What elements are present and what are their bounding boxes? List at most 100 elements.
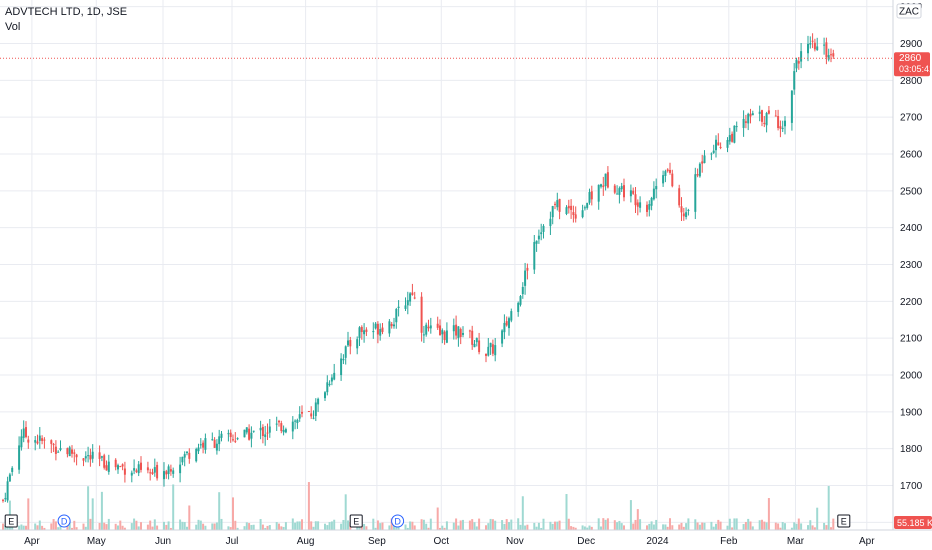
candle-body xyxy=(554,203,556,205)
volume-bar xyxy=(586,527,589,530)
volume-bar xyxy=(376,520,379,530)
volume-bar xyxy=(379,523,382,530)
candle-body xyxy=(827,55,830,60)
candle-body xyxy=(36,441,39,444)
volume-bar xyxy=(291,518,294,530)
volume-bar xyxy=(648,523,651,530)
candle-body xyxy=(211,439,214,441)
currency-badge[interactable]: ZAC xyxy=(896,3,922,19)
candle-body xyxy=(636,202,639,207)
volume-bar xyxy=(84,526,87,530)
volume-bar xyxy=(123,527,126,530)
volume-bar xyxy=(758,520,761,530)
time-tick-label: Mar xyxy=(787,536,805,547)
volume-bar xyxy=(236,527,239,530)
candle-body xyxy=(264,434,267,438)
candle-body xyxy=(243,429,246,438)
candle-body xyxy=(765,113,768,126)
candle-body xyxy=(330,377,333,382)
volume-bar xyxy=(105,524,108,530)
volume-bar xyxy=(827,486,830,530)
candle-body xyxy=(18,445,21,470)
volume-bar xyxy=(703,522,706,530)
candle-body xyxy=(163,471,165,480)
volume-bar xyxy=(682,526,685,530)
volume-bar xyxy=(296,521,299,530)
volume-bar xyxy=(436,507,439,530)
time-tick-label: Jun xyxy=(155,536,171,547)
volume-value-label: 55.185 K xyxy=(894,516,932,529)
earnings-marker[interactable]: E xyxy=(4,514,18,528)
volume-bar xyxy=(666,526,669,530)
volume-bar xyxy=(234,520,237,530)
time-axis[interactable]: Apr May Jun Jul Aug Sep Oct Nov Dec 2024 Feb Mar Apr xyxy=(24,536,875,547)
volume-indicator-label[interactable]: Vol xyxy=(5,21,21,33)
candle-body xyxy=(66,448,69,455)
volume-bar xyxy=(457,525,460,530)
volume-bar xyxy=(565,494,568,530)
price-axis[interactable]: 1600170018001900200021002200230024002500… xyxy=(900,2,923,529)
candle-body xyxy=(397,306,400,309)
candle-body xyxy=(632,190,635,194)
volume-bar xyxy=(767,498,770,530)
candle-body xyxy=(149,472,152,474)
earnings-marker[interactable]: E xyxy=(837,514,851,528)
candle-body xyxy=(549,218,552,227)
volume-bar xyxy=(20,524,23,530)
volume-bar xyxy=(36,525,39,530)
volume-bar xyxy=(41,525,44,530)
candle-body xyxy=(282,429,285,433)
volume-bar xyxy=(763,521,766,530)
volume-bar xyxy=(52,519,55,530)
candle-body xyxy=(747,113,750,124)
candle-body xyxy=(356,339,359,349)
volume-bar xyxy=(135,520,138,530)
candlesticks xyxy=(2,33,835,503)
volume-bar xyxy=(167,521,170,530)
candle-body xyxy=(565,207,568,214)
volume-bar xyxy=(526,524,529,530)
candle-body xyxy=(551,206,554,218)
candle-body xyxy=(119,466,122,468)
candle-body xyxy=(57,451,60,453)
volume-bar xyxy=(505,519,508,530)
candle-body xyxy=(317,398,320,405)
candle-body xyxy=(588,192,591,203)
volume-bar xyxy=(459,520,462,530)
candle-body xyxy=(664,171,667,176)
volume-bar xyxy=(197,519,200,530)
candle-body xyxy=(519,296,522,305)
volume-bar xyxy=(652,524,655,530)
candle-body xyxy=(468,330,471,332)
candle-body xyxy=(59,448,62,450)
candle-body xyxy=(459,329,462,337)
dividend-marker[interactable]: D xyxy=(391,514,405,528)
volume-bar xyxy=(140,522,142,530)
volume-bar xyxy=(779,527,782,530)
candle-body xyxy=(703,155,706,164)
symbol-title[interactable]: ADVTECH LTD, 1D, JSE xyxy=(5,6,128,18)
volume-bar xyxy=(107,518,110,530)
volume-bar xyxy=(82,523,85,530)
candle-body xyxy=(275,423,278,425)
candle-body xyxy=(572,212,575,216)
volume-bar xyxy=(784,523,786,530)
volume-bar xyxy=(360,525,363,530)
earnings-marker[interactable]: E xyxy=(349,514,363,528)
candle-body xyxy=(314,402,317,417)
candle-body xyxy=(701,161,704,164)
volume-bar xyxy=(259,519,262,530)
dividend-marker[interactable]: D xyxy=(57,514,71,528)
candle-body xyxy=(457,326,460,339)
volume-bar xyxy=(404,524,407,530)
volume-bar xyxy=(312,526,315,530)
volume-bar xyxy=(284,522,287,530)
candle-body xyxy=(779,126,782,129)
volume-bar xyxy=(701,522,704,530)
candle-body xyxy=(50,440,53,444)
volume-bar xyxy=(462,519,464,530)
candle-body xyxy=(105,465,108,471)
candle-body xyxy=(165,471,168,475)
candle-body xyxy=(489,342,492,348)
